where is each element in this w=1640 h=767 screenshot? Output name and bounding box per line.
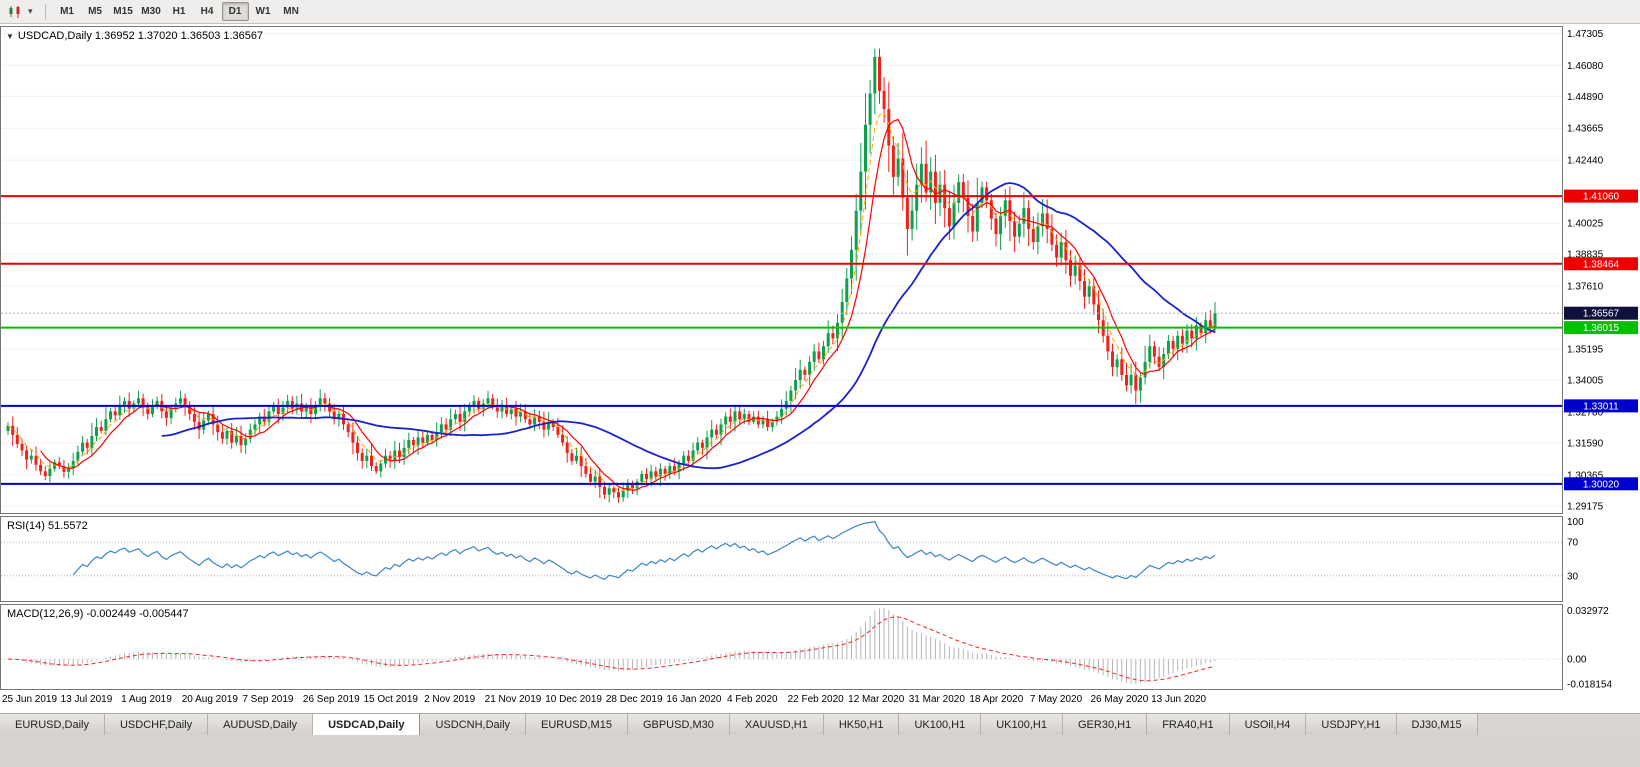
svg-text:31 Mar 2020: 31 Mar 2020 — [909, 694, 966, 705]
price-chart-canvas[interactable]: 1.47305 1.46080 1.44890 1.43665 1.42440 1.400… — [0, 24, 1640, 713]
svg-text:1.38835: 1.38835 — [1567, 250, 1604, 261]
svg-text:26 Sep 2019: 26 Sep 2019 — [303, 694, 360, 705]
ma-slow-line — [161, 182, 1216, 470]
chart-tab-uk100-h1[interactable]: UK100,H1 — [981, 714, 1063, 735]
svg-text:1.30365: 1.30365 — [1567, 470, 1604, 481]
svg-text:13 Jul 2019: 13 Jul 2019 — [61, 694, 113, 705]
chart-tab-usdcad-daily[interactable]: USDCAD,Daily — [313, 714, 421, 735]
svg-text:1.40025: 1.40025 — [1567, 219, 1604, 230]
svg-text:15 Oct 2019: 15 Oct 2019 — [363, 694, 418, 705]
toolbar-separator — [44, 3, 46, 20]
svg-text:1.36567: 1.36567 — [1583, 309, 1620, 320]
rsi-label: RSI(14) 51.5572 — [7, 520, 88, 532]
chart-tab-fra40-h1[interactable]: FRA40,H1 — [1147, 714, 1230, 735]
svg-text:1.37610: 1.37610 — [1567, 282, 1604, 293]
chart-tab-dj30-m15[interactable]: DJ30,M15 — [1396, 714, 1478, 735]
chart-tab-audusd-daily[interactable]: AUDUSD,Daily — [208, 714, 314, 735]
timeframe-button-mn[interactable]: MN — [283, 6, 299, 17]
chart-tab-eurusd-m15[interactable]: EURUSD,M15 — [526, 714, 628, 735]
svg-text:7 May 2020: 7 May 2020 — [1030, 694, 1083, 705]
horizontal-level-lines[interactable]: 1.41060 1.38464 1.36015 1.33011 1.30020 — [1, 189, 1638, 491]
chart-type-icon[interactable] — [5, 3, 25, 21]
chart-tab-ger30-h1[interactable]: GER30,H1 — [1063, 714, 1148, 735]
svg-text:12 Mar 2020: 12 Mar 2020 — [848, 694, 905, 705]
svg-text:1.31590: 1.31590 — [1567, 438, 1604, 449]
svg-text:1.35195: 1.35195 — [1567, 344, 1604, 355]
svg-text:4 Feb 2020: 4 Feb 2020 — [727, 694, 778, 705]
ma-fast-line — [40, 118, 1216, 492]
price-axis: 1.47305 1.46080 1.44890 1.43665 1.42440 1.400… — [1, 29, 1604, 512]
svg-text:26 May 2020: 26 May 2020 — [1090, 694, 1148, 705]
chart-tab-usdchf-daily[interactable]: USDCHF,Daily — [104, 714, 209, 735]
svg-text:25 Jun 2019: 25 Jun 2019 — [2, 694, 57, 705]
chart-area[interactable]: 1.47305 1.46080 1.44890 1.43665 1.42440 1.400… — [0, 24, 1640, 713]
svg-text:13 Jun 2020: 13 Jun 2020 — [1151, 694, 1206, 705]
svg-text:1.38464: 1.38464 — [1583, 259, 1620, 270]
one-click-trading-toggle[interactable]: ▼ — [6, 32, 14, 41]
chart-tab-usdjpy-h1[interactable]: USDJPY,H1 — [1306, 714, 1397, 735]
svg-text:1.33011: 1.33011 — [1583, 401, 1619, 412]
current-price-tag: 1.36567 — [1564, 306, 1638, 320]
chart-tabs-bar: EURUSD,Daily USDCHF,Daily AUDUSD,Daily USDC… — [0, 713, 1640, 735]
svg-text:1.34005: 1.34005 — [1567, 375, 1604, 386]
svg-text:30: 30 — [1567, 571, 1579, 582]
svg-text:-0.018154: -0.018154 — [1567, 679, 1612, 690]
svg-text:70: 70 — [1567, 538, 1579, 549]
timeframe-button-m5[interactable]: M5 — [88, 6, 102, 17]
svg-text:21 Nov 2019: 21 Nov 2019 — [485, 694, 542, 705]
chart-tab-usdcnh-daily[interactable]: USDCNH,Daily — [420, 714, 527, 735]
svg-text:1 Aug 2019: 1 Aug 2019 — [121, 694, 172, 705]
chart-type-dropdown-caret[interactable]: ▾ — [28, 6, 33, 16]
svg-text:10 Dec 2019: 10 Dec 2019 — [545, 694, 602, 705]
chart-tab-usoil-h4[interactable]: USOil,H4 — [1229, 714, 1307, 735]
svg-text:0.032972: 0.032972 — [1567, 606, 1609, 617]
svg-text:0.00: 0.00 — [1567, 655, 1587, 666]
svg-text:1.32780: 1.32780 — [1567, 407, 1604, 418]
svg-text:18 Apr 2020: 18 Apr 2020 — [969, 694, 1023, 705]
status-bar — [0, 735, 1640, 767]
timeframe-button-h1[interactable]: H1 — [172, 6, 186, 17]
svg-text:1.43665: 1.43665 — [1567, 124, 1604, 135]
svg-text:1.47305: 1.47305 — [1567, 29, 1604, 40]
svg-text:1.42440: 1.42440 — [1567, 156, 1604, 167]
svg-text:1.46080: 1.46080 — [1567, 61, 1604, 72]
svg-text:1.36015: 1.36015 — [1583, 323, 1620, 334]
timeframe-button-w1[interactable]: W1 — [255, 6, 271, 17]
svg-text:22 Feb 2020: 22 Feb 2020 — [788, 694, 845, 705]
svg-text:2 Nov 2019: 2 Nov 2019 — [424, 694, 476, 705]
svg-text:7 Sep 2019: 7 Sep 2019 — [242, 694, 294, 705]
svg-text:20 Aug 2019: 20 Aug 2019 — [182, 694, 239, 705]
chart-tab-gbpusd-m30[interactable]: GBPUSD,M30 — [627, 714, 730, 735]
timeframe-button-m30[interactable]: M30 — [141, 6, 161, 17]
chart-tab-hk50-h1[interactable]: HK50,H1 — [823, 714, 900, 735]
timeframe-button-d1[interactable]: D1 — [221, 2, 249, 21]
rsi-line — [72, 521, 1216, 580]
svg-text:28 Dec 2019: 28 Dec 2019 — [606, 694, 663, 705]
chart-title: USDCAD,Daily 1.36952 1.37020 1.36503 1.3… — [17, 30, 264, 42]
timeframe-button-m15[interactable]: M15 — [113, 6, 133, 17]
rsi-panel: 100 70 30 — [1, 517, 1584, 582]
svg-text:100: 100 — [1567, 517, 1584, 528]
chart-tab-uk100-h1[interactable]: UK100,H1 — [899, 714, 982, 735]
svg-text:1.29175: 1.29175 — [1567, 501, 1604, 512]
timeframe-buttons: M1 M5 M15 M30 H1 H4 D1 W1 MN — [54, 2, 305, 21]
svg-text:1.30020: 1.30020 — [1583, 479, 1620, 490]
chart-tab-eurusd-daily[interactable]: EURUSD,Daily — [0, 714, 105, 735]
date-axis: 25 Jun 2019 13 Jul 2019 1 Aug 2019 20 Aug 2… — [2, 694, 1207, 705]
top-toolbar: ▾ M1 M5 M15 M30 H1 H4 D1 W1 MN — [0, 0, 1640, 24]
chart-tab-xauusd-h1[interactable]: XAUUSD,H1 — [729, 714, 824, 735]
ma-dashed-line — [7, 112, 1216, 492]
svg-text:1.44890: 1.44890 — [1567, 92, 1604, 103]
macd-label: MACD(12,26,9) -0.002449 -0.005447 — [7, 608, 189, 620]
timeframe-button-h4[interactable]: H4 — [200, 6, 214, 17]
svg-text:16 Jan 2020: 16 Jan 2020 — [666, 694, 721, 705]
svg-text:1.41060: 1.41060 — [1583, 192, 1620, 203]
timeframe-button-m1[interactable]: M1 — [60, 6, 74, 17]
macd-panel: 0.032972 0.00 -0.018154 — [1, 606, 1612, 690]
